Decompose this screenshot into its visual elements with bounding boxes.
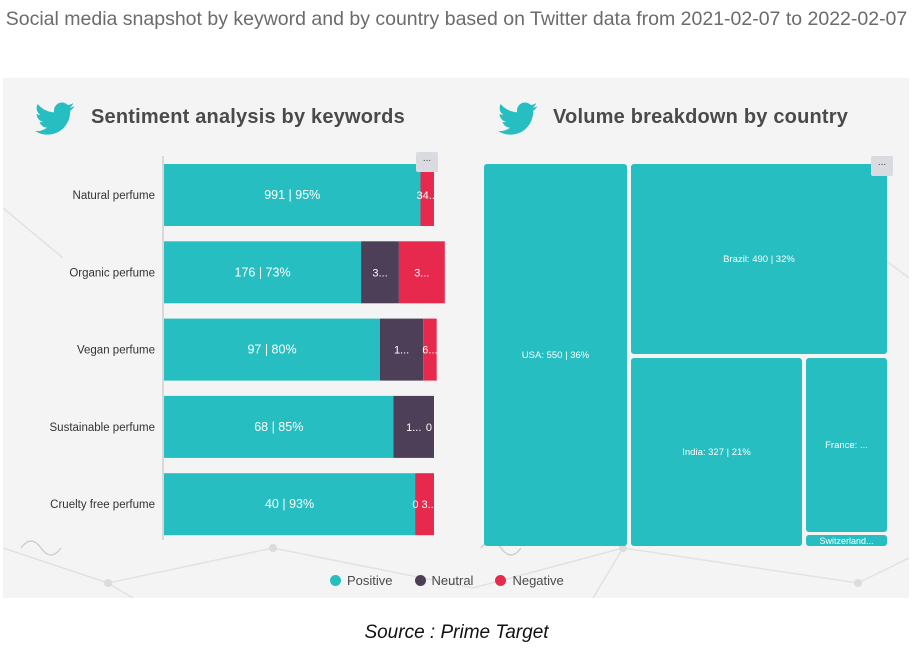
category-tick-label: Vegan perfume xyxy=(77,345,155,357)
dashboard-panel: Sentiment analysis by keywords Volume br… xyxy=(3,78,909,598)
bar-segment-neutral[interactable] xyxy=(361,241,399,304)
bar-segment-neutral[interactable] xyxy=(393,395,435,458)
bar-data-label: 991 | 95% xyxy=(264,188,320,202)
bar-segment-negative[interactable] xyxy=(415,473,434,536)
category-tick-label: Sustainable perfume xyxy=(50,422,155,434)
source-caption: Source : Prime Target xyxy=(364,622,549,643)
bar-segment-neutral[interactable] xyxy=(380,318,424,381)
legend-label: Positive xyxy=(347,573,393,588)
category-tick-label: Natural perfume xyxy=(73,190,155,202)
sentiment-chart-title: Sentiment analysis by keywords xyxy=(91,106,405,128)
treemap-cell-label: India: 327 | 21% xyxy=(682,446,751,458)
treemap-cell-brazil[interactable]: Brazil: 490 | 32% xyxy=(631,164,887,354)
bar-segment-positive[interactable] xyxy=(164,318,380,381)
treemap-cell-usa[interactable]: USA: 550 | 36% xyxy=(484,164,627,546)
legend-item-negative[interactable]: Negative xyxy=(495,573,564,588)
bar-data-label: 6... xyxy=(422,345,437,357)
neutral-dot-icon xyxy=(414,575,426,586)
treemap-cell-label: USA: 550 | 36% xyxy=(521,349,590,361)
treemap-cell-india[interactable]: India: 327 | 21% xyxy=(631,358,802,546)
background-network-decoration xyxy=(3,207,909,598)
treemap-cell-switzerland[interactable]: Switzerland... xyxy=(806,535,887,546)
bar-data-label: 0 xyxy=(426,422,432,434)
positive-dot-icon xyxy=(330,575,341,586)
sentiment-chart-menu-button[interactable]: ... xyxy=(416,152,438,172)
category-tick-label: Cruelty free perfume xyxy=(50,499,155,511)
bar-segment-positive[interactable] xyxy=(164,164,421,226)
chart-legend: Positive Neutral Negative xyxy=(330,573,586,588)
bar-segment-positive[interactable] xyxy=(164,473,416,536)
bar-data-label: 1... xyxy=(394,345,409,357)
treemap-cell-label: France: ... xyxy=(825,439,868,451)
negative-dot-icon xyxy=(495,575,507,586)
volume-chart-title: Volume breakdown by country xyxy=(553,106,849,128)
twitter-bird-icon xyxy=(35,102,75,135)
treemap-cell-label: Brazil: 490 | 32% xyxy=(723,253,795,265)
legend-item-neutral[interactable]: Neutral xyxy=(414,573,474,588)
legend-label: Neutral xyxy=(431,573,474,588)
legend-label: Negative xyxy=(512,573,564,588)
sentiment-bar-chart: Natural perfume 991 | 95% 34... Organic per… xyxy=(50,156,445,540)
legend-item-positive[interactable]: Positive xyxy=(330,573,393,588)
bar-data-label: 1... xyxy=(406,422,421,434)
bar-data-label: 176 | 73% xyxy=(235,265,291,279)
bar-data-label: 40 | 93% xyxy=(265,497,314,511)
bar-segment-negative[interactable] xyxy=(398,241,445,304)
twitter-bird-icon xyxy=(498,102,538,135)
bar-data-label: 0 3... xyxy=(412,499,436,511)
treemap-cell-france[interactable]: France: ... xyxy=(806,358,887,532)
bar-data-label: 68 | 85% xyxy=(254,420,303,434)
category-tick-label: Organic perfume xyxy=(69,267,155,279)
bar-data-label: 3... xyxy=(414,267,429,279)
bar-segment-negative[interactable] xyxy=(420,164,435,226)
bar-segment-positive[interactable] xyxy=(164,241,362,304)
page-title: Social media snapshot by keyword and by … xyxy=(5,8,908,30)
treemap-cell-label: Switzerland... xyxy=(819,535,874,546)
bar-segment-positive[interactable] xyxy=(164,395,394,458)
bar-data-label: 97 | 80% xyxy=(247,343,296,357)
treemap-menu-button[interactable]: ... xyxy=(871,156,893,176)
bar-segment-negative[interactable] xyxy=(423,318,437,381)
bar-data-label: 3... xyxy=(372,267,387,279)
bar-data-label: 34... xyxy=(417,190,438,202)
